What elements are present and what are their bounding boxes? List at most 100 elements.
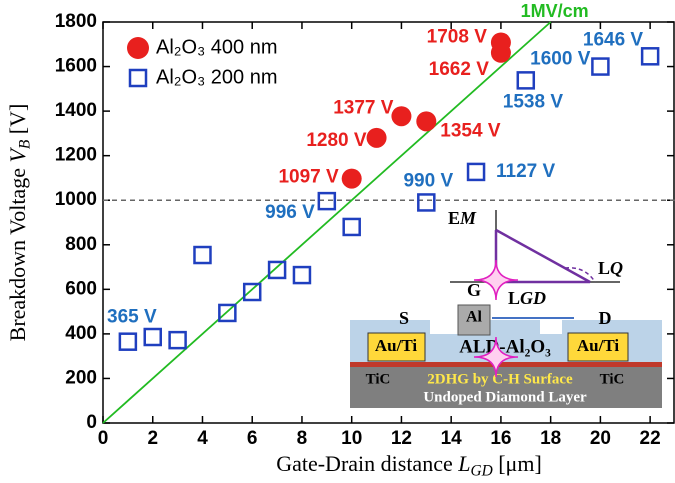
- data-point: [317, 191, 337, 211]
- x-tick-label: 14: [441, 428, 463, 449]
- x-tick-label: 12: [391, 428, 412, 449]
- data-label: 1662 V: [429, 59, 490, 80]
- legend-label: Al₂O₃ 400 nm: [156, 36, 278, 58]
- y-tick-label: 200: [65, 367, 97, 388]
- y-tick-label: 1800: [55, 11, 97, 32]
- data-point: [242, 282, 262, 302]
- inset-label: LGD: [508, 288, 546, 308]
- inset-label: D: [599, 308, 612, 328]
- data-point: [366, 127, 387, 148]
- inset-label: ALD-Al₂O₃: [459, 336, 551, 357]
- y-tick-label: 1400: [55, 100, 97, 121]
- inset-label-part: L: [598, 258, 610, 278]
- data-point: [193, 245, 212, 265]
- legend-marker: [128, 68, 148, 88]
- data-point: [118, 332, 138, 351]
- dielectric-gap: [540, 320, 562, 334]
- data-point: [168, 330, 187, 350]
- x-axis-title-part: Gate-Drain distance: [276, 451, 458, 476]
- data-label: 1280 V: [306, 130, 367, 151]
- channel-layer: [350, 362, 662, 367]
- inset-label: 2DHG by C-H Surface: [427, 371, 573, 387]
- x-tick-label: 2: [147, 428, 158, 449]
- data-point: [591, 57, 610, 76]
- y-tick-label: 1600: [55, 56, 97, 77]
- reference-label: 1MV/cm: [521, 1, 589, 21]
- inset-label-part: L: [508, 288, 520, 308]
- data-point: [143, 327, 162, 347]
- inset-label: Au/Ti: [577, 336, 619, 355]
- inset-label-part: GD: [520, 288, 546, 308]
- x-tick-label: 10: [341, 428, 362, 449]
- y-axis-title-part: V: [5, 147, 30, 163]
- data-label: 1646 V: [583, 29, 644, 50]
- inset-label: TiC: [366, 371, 391, 387]
- inset-label: S: [399, 308, 409, 328]
- y-tick-label: 800: [65, 234, 97, 255]
- data-label: 996 V: [265, 202, 315, 223]
- x-tick-label: 20: [590, 428, 611, 449]
- y-tick-label: 400: [65, 323, 97, 344]
- data-label: 1538 V: [503, 91, 564, 112]
- contact: [367, 332, 426, 362]
- data-point: [342, 217, 361, 237]
- x-tick-label: 16: [490, 428, 511, 449]
- x-tick-label: 8: [297, 428, 308, 449]
- inset-label-part: M: [459, 208, 477, 228]
- inset-label: Au/Ti: [375, 336, 417, 355]
- peak-star: [473, 336, 519, 378]
- data-point: [416, 111, 437, 132]
- y-tick-label: 1200: [55, 145, 97, 166]
- data-label: 1097 V: [278, 167, 339, 188]
- plot-frame: [102, 21, 675, 424]
- inset-label: LQ: [598, 258, 623, 278]
- contact: [567, 332, 629, 362]
- inset-label: EM: [448, 208, 477, 228]
- data-point: [218, 303, 237, 323]
- data-label: 1354 V: [440, 120, 501, 141]
- x-axis-title-part: L: [457, 451, 470, 476]
- x-tick-label: 6: [247, 428, 258, 449]
- x-axis-title-part: [μm]: [493, 451, 542, 476]
- data-label: 365 V: [107, 307, 157, 328]
- data-point: [341, 168, 362, 189]
- y-axis-title: Breakdown Voltage VB [V]: [5, 104, 33, 342]
- data-point: [292, 265, 312, 285]
- inset-label: Undoped Diamond Layer: [423, 389, 587, 405]
- inset-label-part: E: [448, 208, 460, 228]
- peak-star: [473, 259, 519, 301]
- x-tick-label: 0: [98, 428, 109, 449]
- gate: [457, 304, 491, 336]
- data-label: 1708 V: [427, 27, 488, 48]
- substrate: [350, 362, 662, 408]
- data-label: 1600 V: [530, 49, 591, 70]
- legend-marker: [127, 37, 149, 59]
- x-tick-label: 4: [197, 428, 208, 449]
- data-point: [391, 106, 412, 127]
- data-label: 990 V: [403, 170, 453, 191]
- data-point: [640, 47, 660, 66]
- y-axis-title-part: Breakdown Voltage: [5, 163, 30, 342]
- y-tick-label: 600: [65, 278, 97, 299]
- x-axis-title-part: GD: [470, 462, 492, 479]
- y-axis-title-part: [V]: [5, 104, 30, 140]
- field-tail: [564, 267, 596, 283]
- dielectric-gap: [430, 320, 458, 334]
- y-tick-label: 0: [86, 412, 97, 433]
- reference-line: [102, 21, 552, 424]
- inset-label: G: [467, 280, 481, 300]
- y-axis-title-part: B: [16, 139, 33, 149]
- field-profile: [494, 228, 591, 284]
- x-axis-title: Gate-Drain distance LGD [μm]: [276, 451, 542, 479]
- data-point: [466, 162, 486, 182]
- inset-label: TiC: [600, 371, 625, 387]
- data-label: 1127 V: [496, 161, 555, 182]
- x-tick-label: 22: [640, 428, 661, 449]
- data-point: [516, 71, 536, 90]
- inset-label: Al: [466, 309, 483, 326]
- data-label: 1377 V: [333, 97, 394, 118]
- data-point: [490, 32, 511, 53]
- legend-label: Al₂O₃ 200 nm: [156, 66, 278, 88]
- y-tick-label: 1000: [55, 189, 97, 210]
